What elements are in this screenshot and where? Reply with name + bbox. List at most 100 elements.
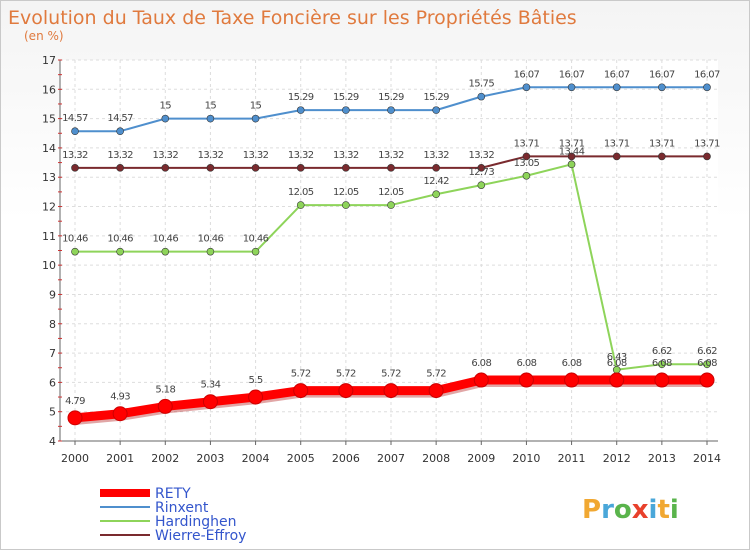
- data-point-wierre-effroy: [71, 164, 79, 172]
- axes: 4 5 6 7 8 9 10 11 12 13 14 15 16 17 2000 2001 2002 2003 20…: [42, 54, 721, 465]
- y-tick-label: 8: [49, 318, 56, 331]
- data-point-wierre-effroy: [658, 152, 666, 161]
- data-point-hardinghen: [703, 360, 711, 369]
- data-label: 15.29: [288, 92, 314, 103]
- x-tick-label: 2002: [151, 452, 179, 465]
- data-label: 16.07: [514, 69, 540, 80]
- data-label: 16.07: [694, 69, 720, 80]
- data-label: 13.05: [514, 158, 540, 169]
- data-point-rety: [518, 372, 534, 388]
- data-label: 13.71: [694, 138, 720, 149]
- x-tick-label: 2003: [196, 452, 224, 465]
- legend-label: Wierre-Effroy: [155, 528, 246, 544]
- data-label: 16.07: [604, 69, 630, 80]
- data-label: 13.71: [604, 138, 630, 149]
- data-label: 6.08: [516, 358, 536, 369]
- x-tick-label: 2001: [106, 452, 134, 465]
- data-label: 12.05: [333, 187, 359, 198]
- data-point-rety: [564, 372, 580, 388]
- data-point-rinxent: [71, 127, 79, 136]
- data-label: 12.73: [468, 167, 494, 178]
- y-tick-label: 10: [42, 259, 56, 272]
- data-point-rinxent: [522, 83, 531, 92]
- svg-text:Proxiti: Proxiti: [582, 495, 679, 525]
- data-point-wierre-effroy: [342, 164, 350, 172]
- x-tick-label: 2004: [242, 452, 270, 465]
- data-point-rinxent: [342, 106, 350, 114]
- data-label: 13.32: [243, 150, 269, 161]
- data-label: 4.93: [110, 392, 130, 403]
- data-point-wierre-effroy: [161, 164, 170, 172]
- data-point-wierre-effroy: [612, 152, 621, 161]
- data-label: 10.46: [243, 234, 269, 245]
- data-point-hardinghen: [251, 247, 260, 256]
- data-point-hardinghen: [161, 247, 170, 256]
- data-label: 4.79: [65, 396, 85, 407]
- data-label: 12.42: [423, 176, 449, 187]
- data-point-hardinghen: [432, 190, 440, 199]
- data-label: 10.46: [107, 234, 133, 245]
- data-point-wierre-effroy: [567, 152, 576, 161]
- data-point-rety: [293, 383, 309, 399]
- data-label: 6.43: [607, 352, 627, 363]
- data-label: 6.08: [562, 358, 582, 369]
- data-point-hardinghen: [71, 247, 79, 256]
- data-label: 5.72: [336, 369, 356, 380]
- legend-item-wierre-effroy: Wierre-Effroy: [100, 528, 246, 544]
- data-point-rinxent: [387, 106, 395, 114]
- data-point-wierre-effroy: [296, 164, 305, 172]
- data-label: 5.72: [291, 369, 311, 380]
- y-tick-label: 17: [42, 54, 56, 67]
- data-point-rinxent: [296, 106, 305, 114]
- data-label: 16.07: [559, 69, 585, 80]
- y-tick-label: 9: [49, 288, 56, 301]
- x-tick-label: 2008: [422, 452, 450, 465]
- y-tick-label: 15: [42, 113, 56, 126]
- data-label: 6.62: [652, 346, 672, 357]
- chart-subtitle: (en %): [24, 29, 64, 43]
- data-label: 15.75: [468, 79, 494, 90]
- data-label: 6.08: [607, 358, 627, 369]
- data-point-wierre-effroy: [432, 164, 440, 172]
- data-point-rinxent: [432, 106, 440, 114]
- data-label: 13.32: [468, 150, 494, 161]
- legend-label: Hardinghen: [155, 514, 237, 530]
- x-tick-label: 2006: [332, 452, 360, 465]
- data-point-wierre-effroy: [477, 164, 486, 172]
- data-label: 5.72: [381, 369, 401, 380]
- y-tick-label: 6: [49, 376, 56, 389]
- data-point-rinxent: [658, 83, 666, 92]
- data-point-rety: [338, 383, 354, 399]
- x-tick-label: 2005: [287, 452, 315, 465]
- data-label: 14.57: [107, 113, 133, 124]
- data-label: 10.46: [198, 234, 224, 245]
- data-point-wierre-effroy: [251, 164, 260, 172]
- data-point-hardinghen: [522, 171, 531, 180]
- data-point-hardinghen: [567, 160, 576, 169]
- data-label: 13.32: [423, 150, 449, 161]
- grid: [60, 59, 718, 442]
- data-point-wierre-effroy: [116, 164, 124, 172]
- legend-item-hardinghen: Hardinghen: [100, 514, 237, 530]
- x-tick-label: 2009: [467, 452, 495, 465]
- y-tick-label: 13: [42, 171, 56, 184]
- x-tick-label: 2014: [693, 452, 721, 465]
- data-point-rinxent: [161, 114, 170, 123]
- data-labels: 4.79 4.935.18 5.34 5.55.72 5.72 5.72 5.726.08 6…: [62, 69, 720, 407]
- data-label: 15.29: [423, 92, 449, 103]
- data-label: 13.32: [288, 150, 314, 161]
- x-tick-label: 2011: [558, 452, 586, 465]
- data-label: 13.32: [62, 150, 88, 161]
- data-point-rety: [609, 372, 625, 388]
- y-tick-label: 5: [49, 406, 56, 419]
- y-tick-label: 11: [42, 230, 56, 243]
- data-label: 13.32: [333, 150, 359, 161]
- data-label: 15: [160, 101, 172, 112]
- legend-label: RETY: [155, 486, 191, 502]
- x-tick-label: 2010: [512, 452, 540, 465]
- data-point-hardinghen: [477, 181, 486, 189]
- data-point-hardinghen: [387, 201, 395, 209]
- data-label: 10.46: [62, 234, 88, 245]
- series-layer: [67, 83, 715, 426]
